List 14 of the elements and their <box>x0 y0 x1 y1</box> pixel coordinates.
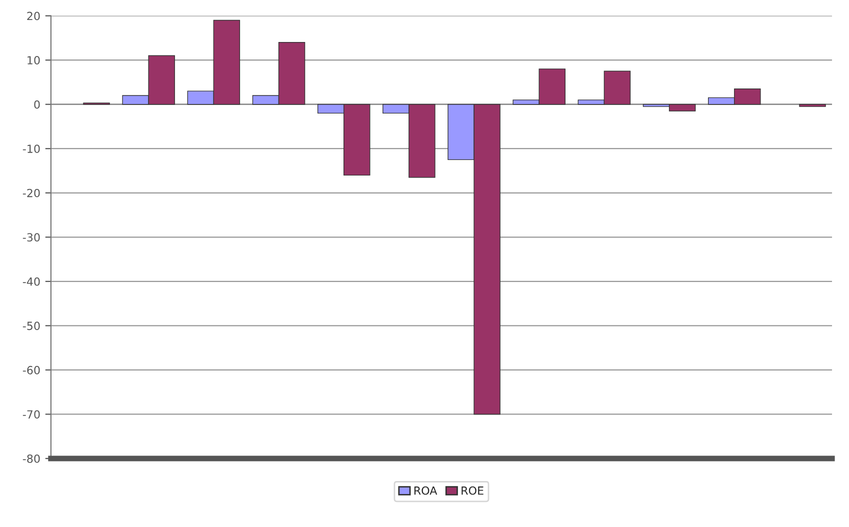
y-tick-label: -20 <box>22 188 40 198</box>
y-tick-label: -70 <box>22 410 40 419</box>
y-tick-label: -50 <box>22 322 40 330</box>
y-tick-label: -40 <box>22 277 40 286</box>
legend-label: ROA <box>414 486 438 495</box>
y-tick-label: 20 <box>27 12 40 20</box>
y-tick-label: -10 <box>22 144 40 153</box>
bar <box>799 104 826 107</box>
y-tick-label: 10 <box>28 56 40 64</box>
y-tick-label: -30 <box>22 233 40 242</box>
legend-label: ROE <box>462 486 484 495</box>
y-tick-label: -80 <box>22 454 40 463</box>
y-tick-label: -60 <box>22 366 40 374</box>
y-tick-label: 0 <box>34 100 40 109</box>
